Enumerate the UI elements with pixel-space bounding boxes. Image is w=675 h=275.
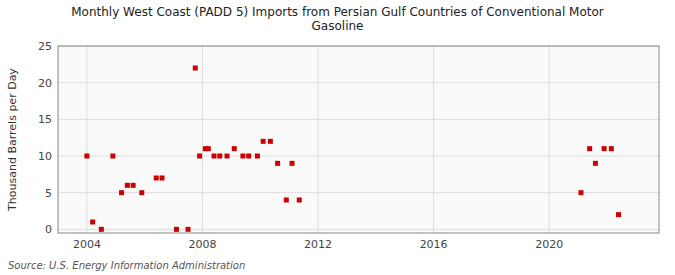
- y-tick-label: 15: [38, 113, 52, 126]
- point: [284, 198, 289, 203]
- chart-svg: Monthly West Coast (PADD 5) Imports from…: [0, 0, 675, 275]
- point: [578, 190, 583, 195]
- point: [139, 190, 144, 195]
- point: [119, 190, 124, 195]
- y-axis-label: Thousand Barrels per Day: [6, 68, 19, 212]
- point: [84, 154, 89, 159]
- point: [240, 154, 245, 159]
- y-tick-label: 5: [45, 187, 52, 200]
- x-tick-label: 2016: [420, 238, 448, 251]
- point: [593, 161, 598, 166]
- point: [602, 146, 607, 151]
- title-line: Monthly West Coast (PADD 5) Imports from…: [71, 5, 604, 19]
- plot-area: [58, 46, 659, 233]
- point: [206, 146, 211, 151]
- grid: [58, 46, 659, 233]
- point: [160, 176, 165, 181]
- source-note: Source: U.S. Energy Information Administ…: [8, 260, 245, 271]
- x-tick-label: 2012: [304, 238, 332, 251]
- point: [197, 154, 202, 159]
- point: [246, 154, 251, 159]
- y-tick-label: 0: [45, 223, 52, 236]
- x-tick-label: 2008: [188, 238, 216, 251]
- chart-container: Monthly West Coast (PADD 5) Imports from…: [0, 0, 675, 275]
- point: [174, 227, 179, 232]
- point: [225, 154, 230, 159]
- x-grid-line: [433, 46, 434, 233]
- y-tick-label: 25: [38, 40, 52, 53]
- point: [131, 183, 136, 188]
- x-tick-label: 2020: [535, 238, 563, 251]
- point: [290, 161, 295, 166]
- point: [587, 146, 592, 151]
- point: [217, 154, 222, 159]
- point: [268, 139, 273, 144]
- x-grid-line: [202, 46, 203, 233]
- point: [186, 227, 191, 232]
- y-tick-label: 10: [38, 150, 52, 163]
- point: [297, 198, 302, 203]
- point: [616, 212, 621, 217]
- y-tick-label: 20: [38, 77, 52, 90]
- point: [609, 146, 614, 151]
- point: [125, 183, 130, 188]
- x-grid-line: [318, 46, 319, 233]
- point: [193, 66, 198, 71]
- point: [232, 146, 237, 151]
- y-grid-line: [58, 82, 659, 83]
- point: [154, 176, 159, 181]
- title: Monthly West Coast (PADD 5) Imports from…: [71, 5, 604, 33]
- point: [275, 161, 280, 166]
- x-grid-line: [86, 46, 87, 233]
- x-tick-label: 2004: [73, 238, 101, 251]
- y-grid-line: [58, 156, 659, 157]
- point: [110, 154, 115, 159]
- point: [99, 227, 104, 232]
- plot-frame: [58, 46, 659, 233]
- point: [212, 154, 217, 159]
- point: [255, 154, 260, 159]
- y-grid-line: [58, 229, 659, 230]
- title-line: Gasoline: [312, 19, 364, 33]
- point: [261, 139, 266, 144]
- x-grid-line: [549, 46, 550, 233]
- y-grid-line: [58, 119, 659, 120]
- y-grid-line: [58, 192, 659, 193]
- point: [90, 220, 95, 225]
- points: [84, 66, 621, 232]
